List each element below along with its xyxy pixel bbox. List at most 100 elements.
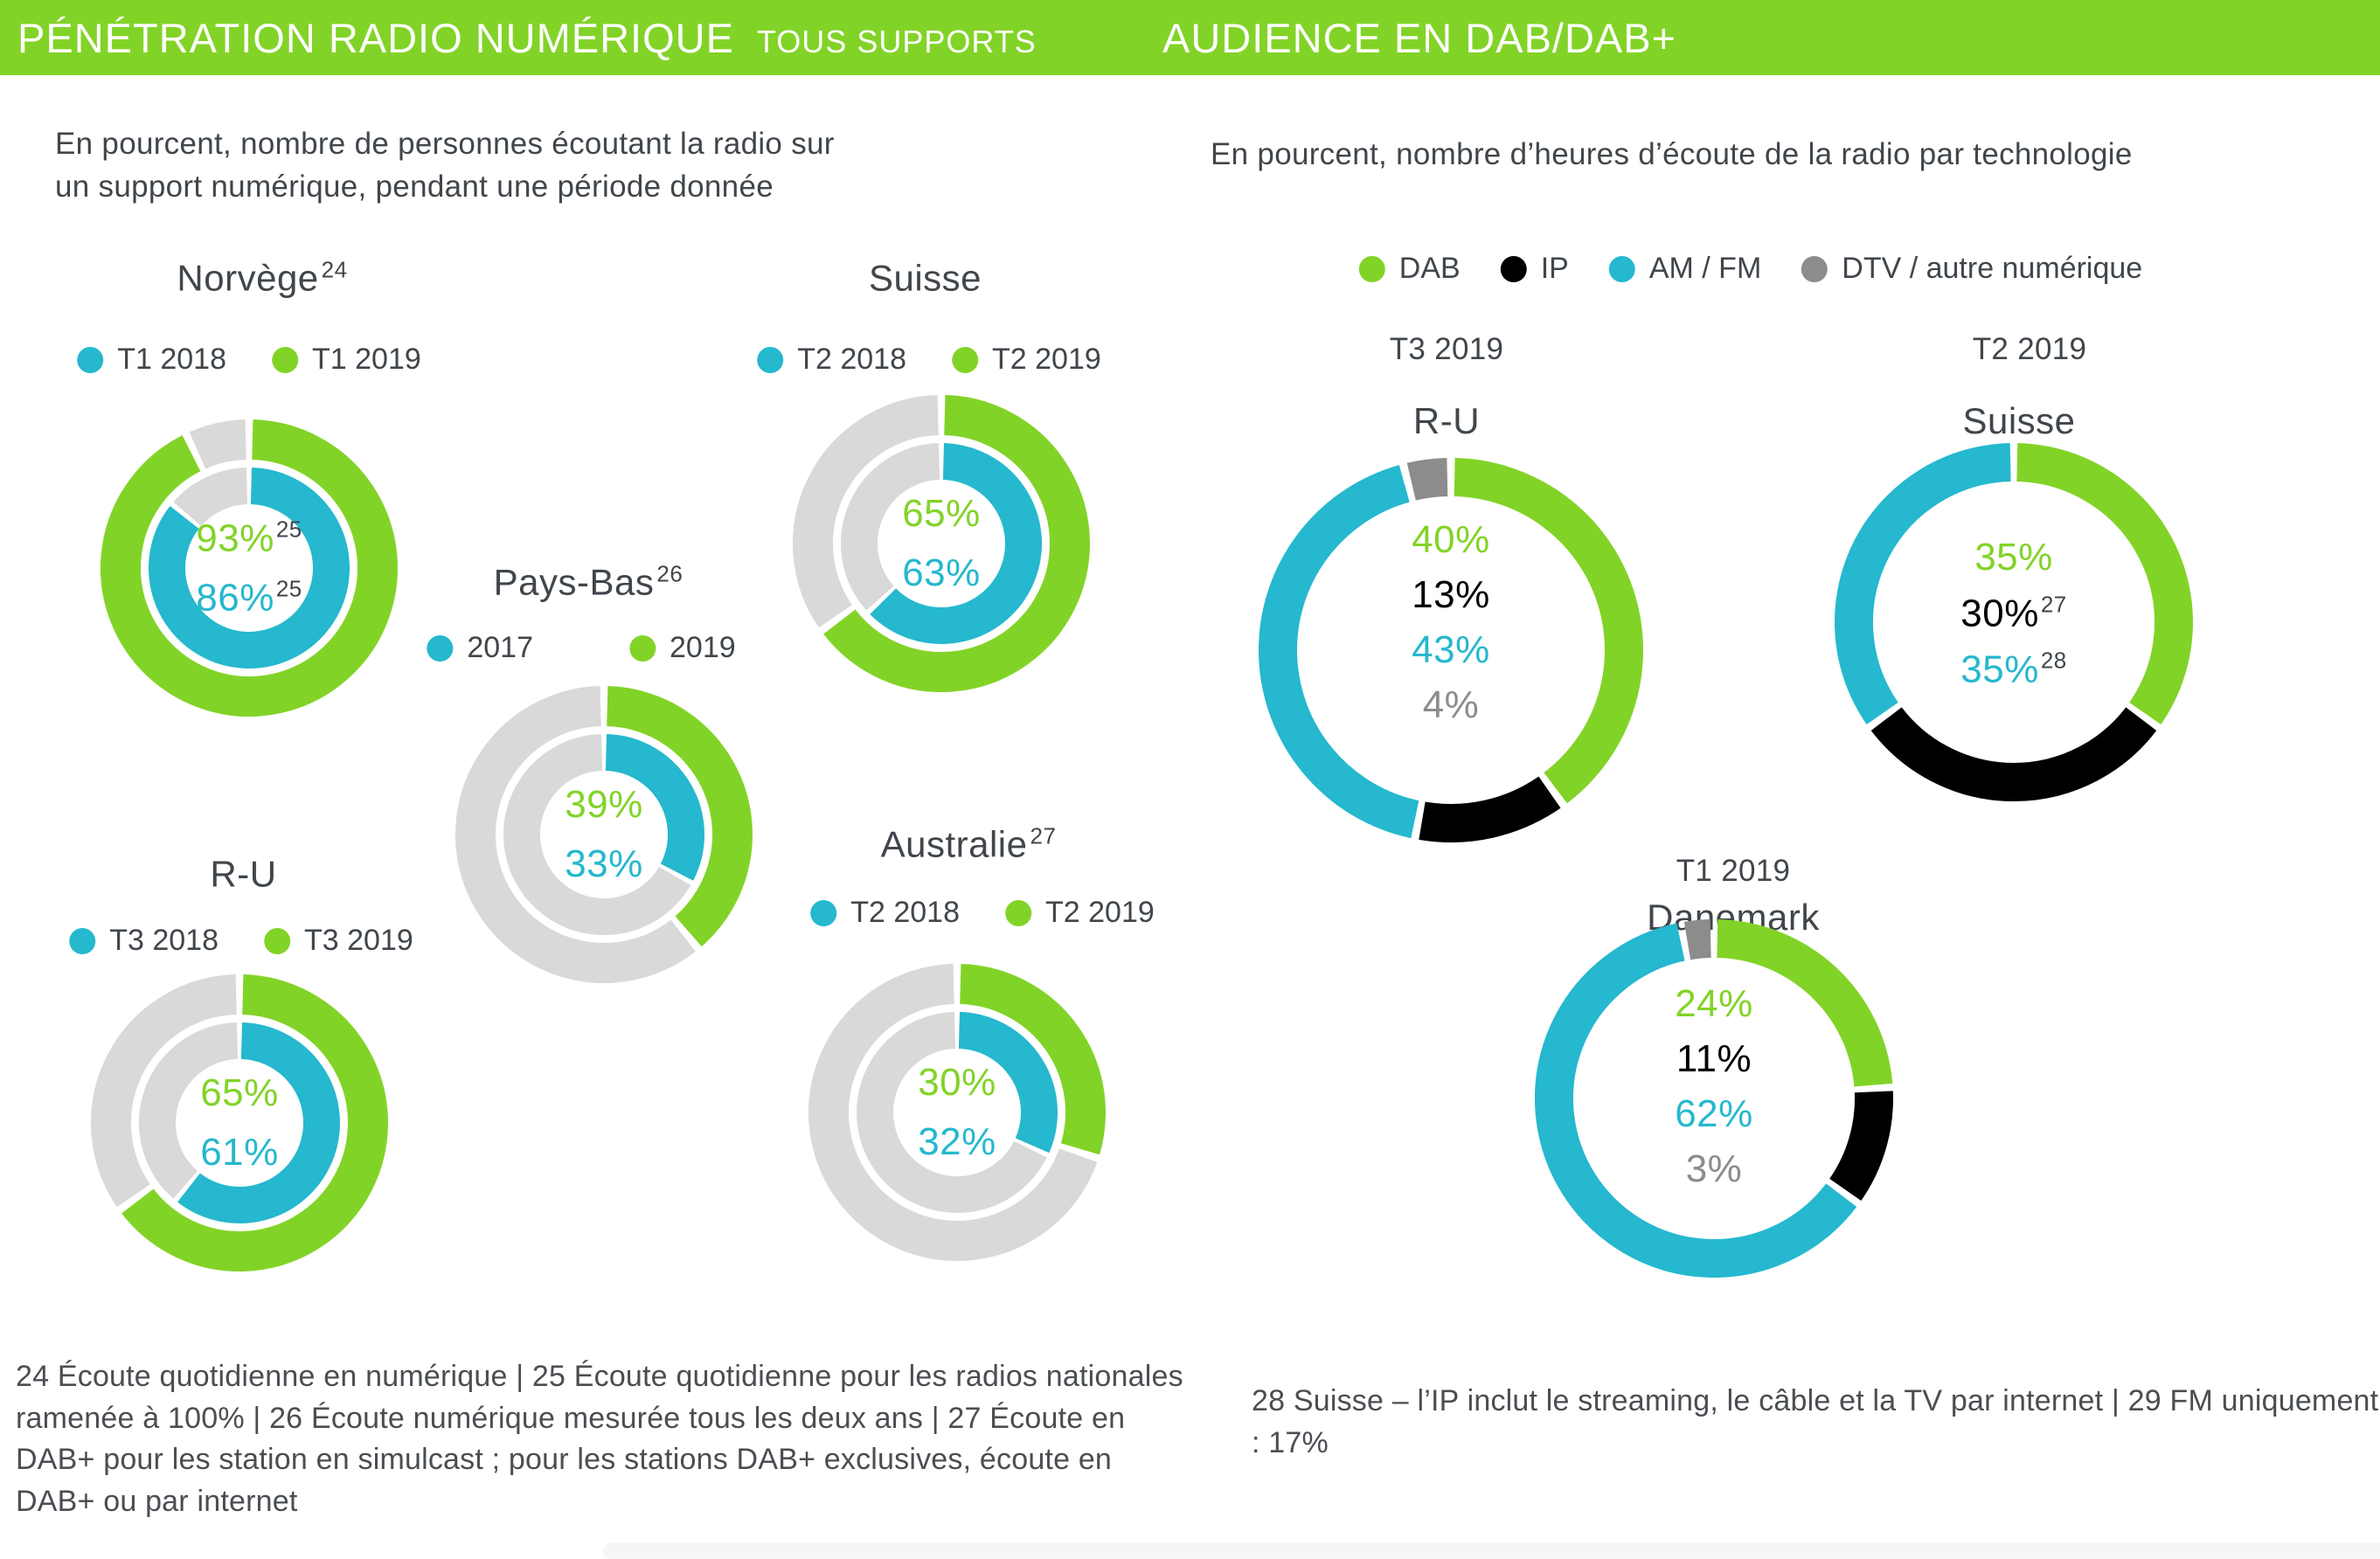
donut-svg-ru-gauche [91, 974, 388, 1271]
legend-dot-green [272, 346, 298, 373]
center-label-value: 4% [1422, 683, 1480, 726]
chart-title-suisse-droite: Suisse [1962, 400, 2076, 441]
chart-legend-suisse-gauche: T2 2018 T2 2019 [757, 343, 1101, 377]
ru_gauche-outer-segment-0 [121, 974, 388, 1271]
donut-svg-ru-droite [1259, 458, 1643, 842]
center-label-value: 24% [1675, 982, 1753, 1025]
center-label-value: 43% [1412, 628, 1490, 671]
legend-dot-teal [810, 899, 837, 926]
center-label-ru_droite-3: 4% [1423, 683, 1480, 727]
norvege-inner-segment-1 [173, 468, 248, 527]
ru_droite-segment-1 [1419, 776, 1561, 842]
legend-item-norvege-0: T1 2018 [77, 343, 226, 377]
center-label-value: 33% [565, 842, 643, 885]
right-legend-item-2: AM / FM [1608, 252, 1761, 286]
donut-labels-danemark: 24% 11% 62% 3% [1535, 919, 1893, 1278]
suisse_gauche-outer-segment-0 [823, 395, 1090, 692]
legend-label: T3 2019 [304, 924, 413, 957]
left-panel-description-line1: En pourcent, nombre de personnes écoutan… [55, 127, 835, 161]
center-label-value: 35% [1974, 536, 2053, 579]
chart-title-ru-droite: R-U [1412, 400, 1481, 441]
legend-item-ru_gauche-1: T3 2019 [264, 924, 413, 958]
legend-item-norvege-1: T1 2019 [272, 343, 421, 377]
center-label-value: 65% [200, 1071, 279, 1114]
header-right: AUDIENCE EN DAB/DAB+ [1162, 0, 1676, 75]
donut-svg-australie [808, 964, 1106, 1261]
right-legend-item-0: DAB [1358, 252, 1461, 286]
center-label-value: 93% [196, 516, 274, 560]
center-label-ru_droite-2: 43% [1412, 628, 1490, 672]
australie-inner-segment-1 [857, 1012, 1047, 1213]
center-label-danemark-1: 11% [1676, 1037, 1752, 1081]
donut-svg-danemark [1535, 919, 1893, 1278]
center-label-value: 61% [200, 1131, 279, 1174]
center-label-pays_bas-1: 33% [565, 842, 643, 886]
pays_bas-inner-segment-0 [605, 734, 704, 881]
donut-ru-droite: 40% 13% 43% 4% [1259, 458, 1643, 842]
page-title-left: PÉNÉTRATION RADIO NUMÉRIQUE [17, 14, 734, 61]
legend-item-suisse_gauche-0: T2 2018 [757, 343, 906, 377]
chart-title-suisse-gauche: Suisse [868, 257, 982, 299]
center-label-value: 86% [196, 576, 274, 620]
donut-labels-norvege: 93%25 86%25 [101, 419, 398, 717]
period-label-ru-droite: T3 2019 [1389, 332, 1504, 366]
legend-dot-teal [69, 927, 96, 954]
legend-dot-green [1005, 899, 1031, 926]
page-title-left-suffix: TOUS SUPPORTS [756, 23, 1037, 59]
chart-title-norvege: Norvège 24 [177, 256, 348, 299]
legend-item-pays_bas-0: 2017 [427, 631, 533, 665]
norvege-inner-segment-0 [149, 468, 350, 669]
legend-label: T2 2018 [850, 896, 960, 929]
legend-dot-green [1358, 255, 1385, 282]
right-legend-item-1: IP [1500, 252, 1569, 286]
suisse_droite-segment-2 [1835, 443, 2011, 724]
center-label-danemark-3: 3% [1686, 1147, 1743, 1191]
donut-pays-bas: 39% 33% [455, 686, 753, 983]
ru_gauche-inner-segment-0 [177, 1022, 340, 1223]
legend-label: T2 2019 [992, 343, 1101, 376]
donut-svg-suisse-droite [1835, 443, 2193, 801]
center-label-suisse_droite-1: 30%27 [1960, 592, 2067, 636]
legend-label: T2 2018 [797, 343, 906, 376]
legend-label: T3 2018 [109, 924, 219, 957]
center-label-footnote-ref: 28 [2040, 647, 2067, 674]
australie-outer-segment-1 [808, 964, 1098, 1261]
donut-svg-suisse-gauche [793, 395, 1090, 692]
center-label-suisse_gauche-1: 63% [902, 551, 981, 595]
suisse_gauche-inner-segment-1 [841, 443, 940, 611]
center-label-ru_gauche-0: 65% [200, 1071, 279, 1115]
header-band: PÉNÉTRATION RADIO NUMÉRIQUE TOUS SUPPORT… [0, 0, 2380, 75]
center-label-norvege-1: 86%25 [196, 576, 302, 620]
center-label-pays_bas-0: 39% [565, 783, 643, 827]
chart-legend-ru-gauche: T3 2018 T3 2019 [69, 924, 413, 958]
legend-label: DTV / autre numérique [1842, 252, 2143, 285]
center-label-suisse_droite-0: 35% [1974, 536, 2053, 579]
center-label-footnote-ref: 25 [275, 516, 302, 543]
center-label-danemark-2: 62% [1675, 1092, 1753, 1136]
donut-suisse-gauche: 65% 63% [793, 395, 1090, 692]
legend-item-australie-0: T2 2018 [810, 896, 960, 930]
donut-labels-suisse-gauche: 65% 63% [793, 395, 1090, 692]
ru_droite-segment-2 [1259, 465, 1419, 839]
right-panel-description: En pourcent, nombre d’heures d’écoute de… [1211, 137, 2133, 171]
legend-label: 2019 [670, 631, 736, 664]
legend-label: DAB [1398, 252, 1461, 285]
center-label-value: 30% [918, 1061, 996, 1104]
norvege-outer-segment-1 [189, 419, 247, 469]
ru_gauche-outer-segment-1 [91, 974, 238, 1208]
center-label-value: 11% [1676, 1037, 1752, 1080]
donut-labels-australie: 30% 32% [808, 964, 1106, 1261]
center-label-suisse_gauche-0: 65% [902, 492, 981, 536]
legend-dot-teal [77, 346, 104, 373]
danemark-segment-3 [1683, 919, 1712, 960]
legend-label: 2017 [467, 631, 533, 664]
center-label-ru_gauche-1: 61% [200, 1131, 279, 1174]
legend-dot-black [1500, 255, 1527, 282]
chart-title-pays-bas: Pays-Bas 26 [493, 560, 683, 603]
donut-labels-pays-bas: 39% 33% [455, 686, 753, 983]
pays_bas-outer-segment-0 [606, 686, 753, 947]
legend-dot-green [952, 346, 978, 373]
center-label-value: 32% [918, 1120, 996, 1163]
center-label-suisse_droite-2: 35%28 [1960, 648, 2067, 692]
ru_droite-segment-3 [1406, 458, 1448, 501]
